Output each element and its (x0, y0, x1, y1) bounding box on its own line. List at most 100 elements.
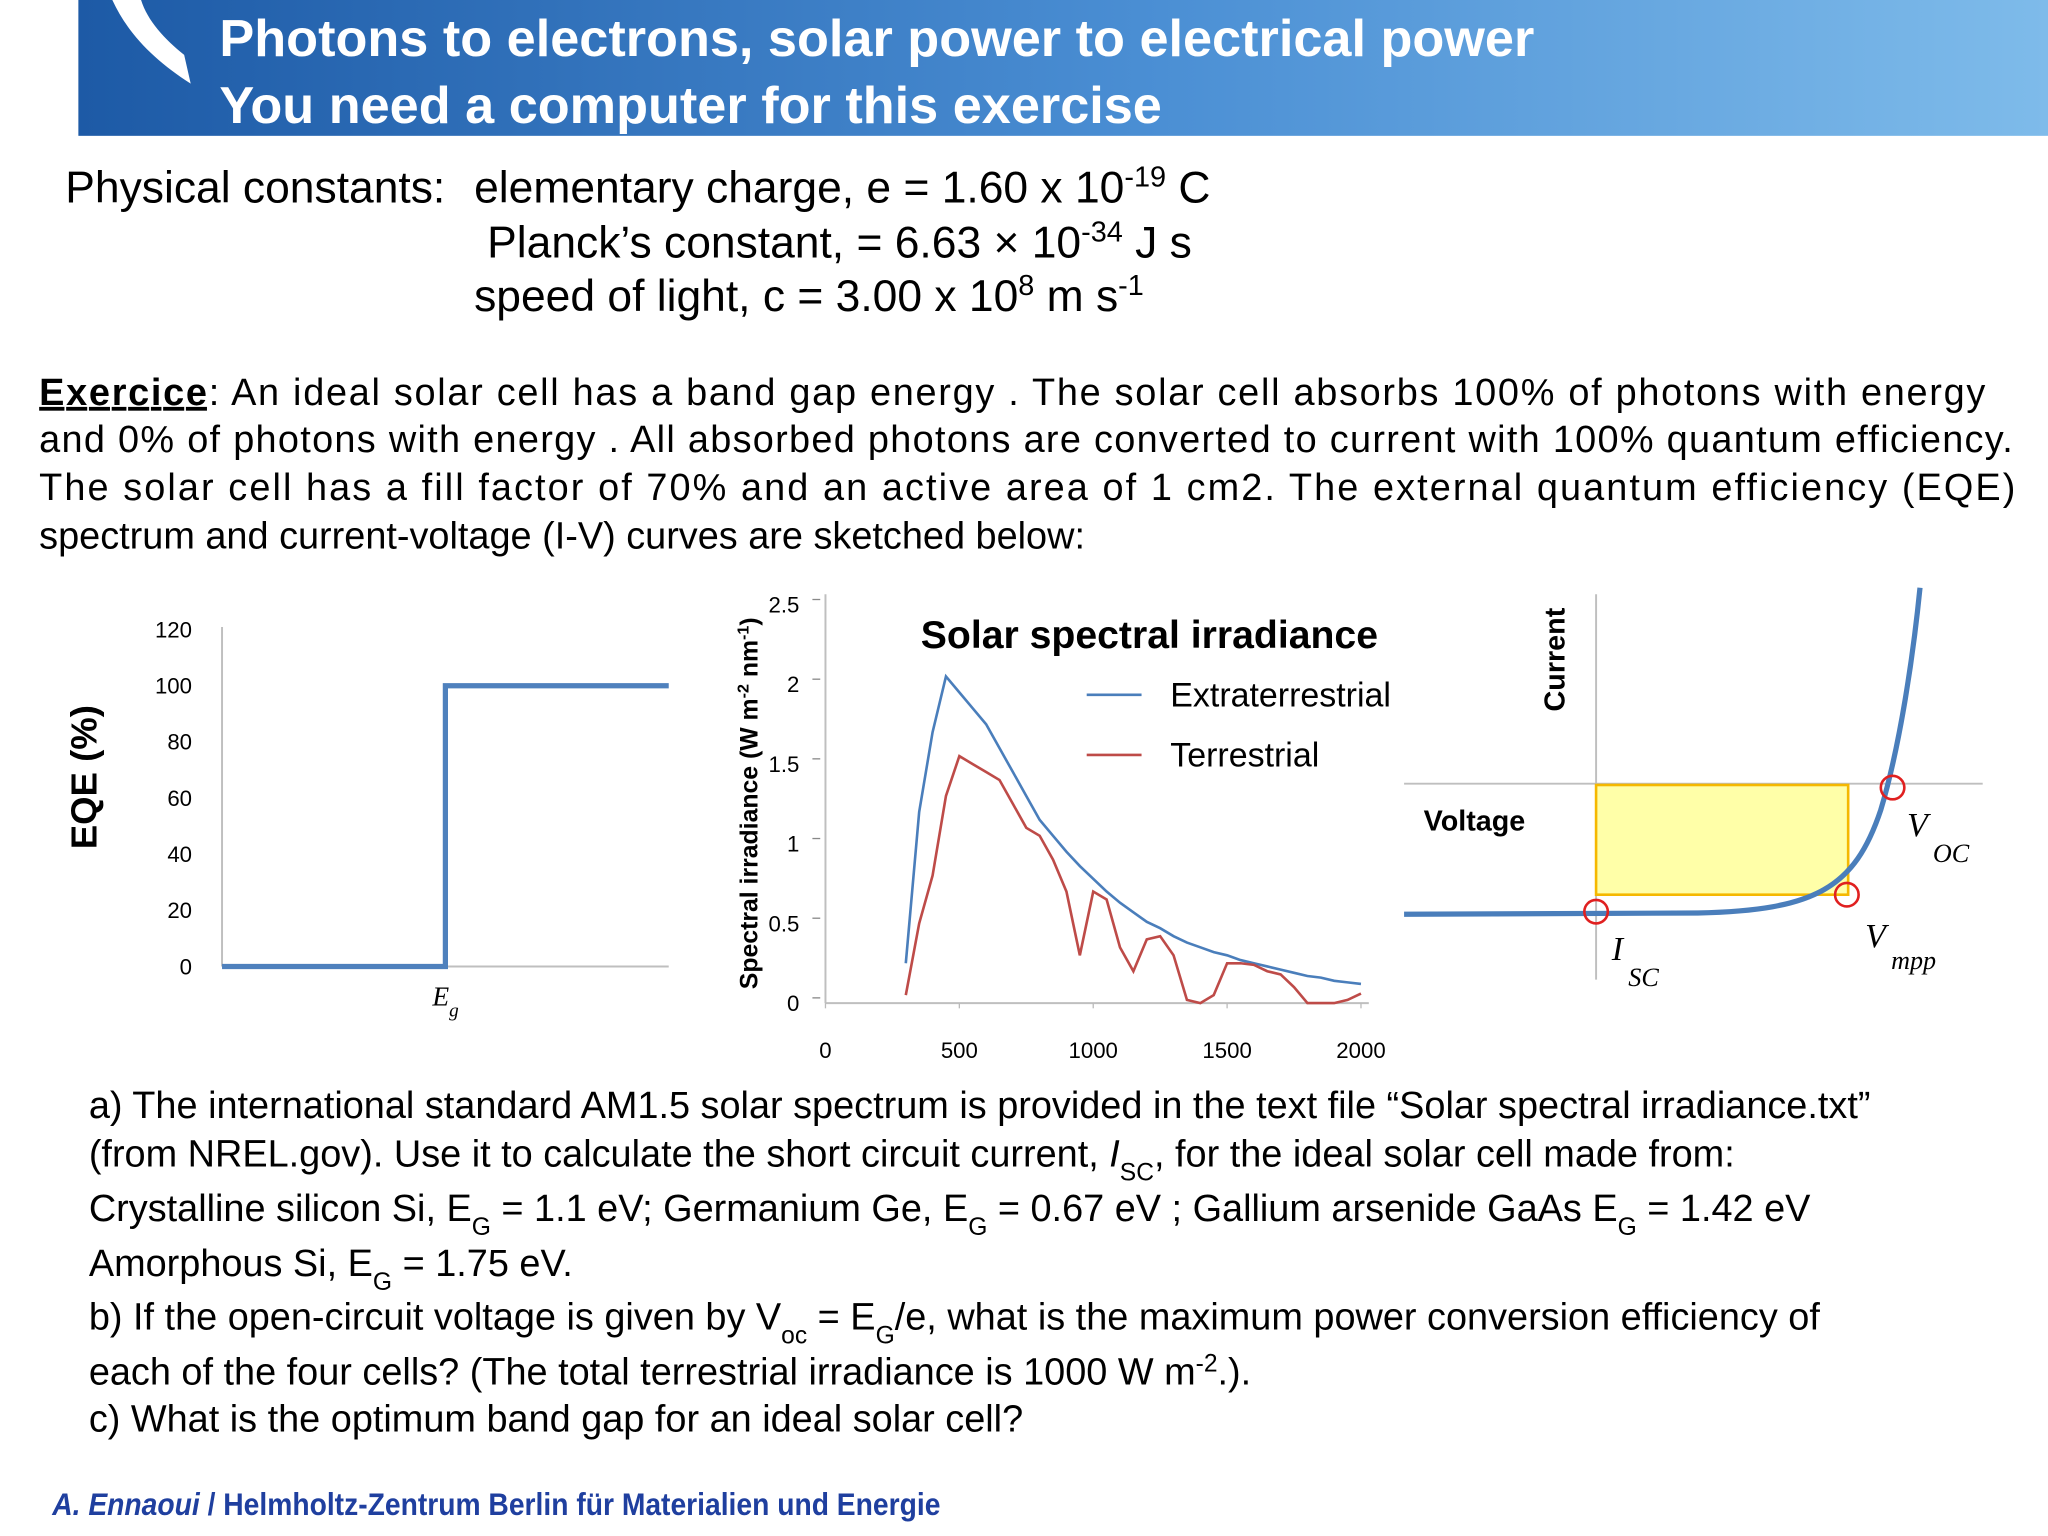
text-run: (from NREL.gov). Use it to calculate the… (89, 1133, 1109, 1175)
symbol: V (1865, 918, 1889, 955)
question-line: c) What is the optimum band gap for an i… (89, 1399, 1023, 1441)
y-tick-label: 0 (180, 954, 192, 979)
subscript: G (373, 1269, 392, 1296)
text-run: c) What is the optimum band gap for an i… (89, 1399, 1023, 1441)
y-tick-label: 1 (787, 832, 799, 857)
subscript: G (968, 1214, 987, 1241)
legend-label: Extraterrestrial (1170, 677, 1391, 715)
legend-label: Terrestrial (1170, 737, 1319, 775)
x-tick-label: 1000 (1069, 1038, 1118, 1063)
y-tick-label: 2 (787, 672, 799, 697)
x-tick-label: 2000 (1336, 1038, 1385, 1063)
voc-marker (1879, 774, 1906, 801)
constant-light: speed of light, c = 3.00 x 108 m s-1 (474, 270, 1144, 321)
italic-text: A. Ennaoui (51, 1487, 201, 1522)
constants-label: Physical constants: (65, 163, 445, 212)
text-run: C (1166, 163, 1210, 212)
y-tick-label: 60 (167, 786, 192, 811)
exercise-line: and 0% of photons with energy . All abso… (39, 419, 2013, 461)
symbol: I (1611, 931, 1625, 968)
exercise-line: Exercice: An ideal solar cell has a band… (39, 372, 1985, 414)
subscript: G (472, 1214, 491, 1241)
footer: A. Ennaoui / Helmholtz-Zentrum Berlin fü… (51, 1487, 940, 1522)
exercise-line: spectrum and current-voltage (I-V) curve… (39, 516, 1085, 558)
text-run: : An ideal solar cell has a band gap ene… (209, 372, 1986, 414)
text-run: Spectral irradiance (W m (737, 698, 764, 989)
x-tick-label: Eg (431, 982, 459, 1022)
superscript: 8 (1018, 270, 1034, 302)
question-line: a) The international standard AM1.5 sola… (89, 1085, 1871, 1127)
subscript: SC (1628, 963, 1659, 992)
text-run: m s (1034, 272, 1118, 321)
superscript: -34 (1081, 216, 1123, 248)
y-tick-label: 40 (167, 842, 192, 867)
constant-planck: Planck’s constant, = 6.63 × 10-34 J s (487, 216, 1192, 267)
header-logo-swoosh (112, 0, 191, 84)
text-run: b) If the open-circuit voltage is given … (89, 1297, 782, 1339)
x-tick-label: 1500 (1202, 1038, 1251, 1063)
underlined-text: Exercice (39, 372, 207, 414)
italic-text: I (1109, 1133, 1120, 1175)
subscript: G (1618, 1214, 1637, 1241)
x-tick-label: 0 (819, 1038, 831, 1063)
y-tick-label: 20 (167, 898, 192, 923)
y-tick-label: 1.5 (769, 752, 800, 777)
text-run: each of the four cells? (The total terre… (89, 1351, 1196, 1393)
eqe-chart: 0 20 40 60 80 100 120 EQE (%) Eg (64, 617, 669, 1021)
text-run: / Helmholtz-Zentrum Berlin für Materiali… (200, 1487, 941, 1522)
text-run: The solar cell has a fill factor of 70% … (39, 467, 2015, 509)
solar-chart: 0 0.5 1 1.5 2 2.5 0 500 1000 1500 2000 Spectral irr… (735, 593, 1391, 1063)
max-power-rectangle (1594, 783, 1850, 896)
text-run: Planck’s constant, = 6.63 × 10 (487, 218, 1081, 267)
text-run: /e, what is the maximum power conversion… (895, 1297, 1821, 1339)
iv-sketch: Current Voltage ISC VOC Vmpp (1404, 587, 1983, 992)
symbol: V (1907, 807, 1931, 844)
question-line: each of the four cells? (The total terre… (89, 1350, 1251, 1394)
mpp-marker (1833, 881, 1860, 908)
voc-label: VOC (1907, 807, 1970, 868)
text-run: = E (807, 1297, 875, 1339)
y-tick-label: 80 (167, 730, 192, 755)
superscript: -19 (1124, 161, 1166, 193)
header-subtitle: You need a computer for this exercise (219, 77, 1161, 135)
constant-charge: elementary charge, e = 1.60 x 10-19 C (474, 161, 1210, 212)
symbol: E (431, 982, 449, 1012)
y-axis-label: Spectral irradiance (W m-2 nm-1) (735, 617, 764, 989)
subscript: g (449, 1000, 459, 1021)
isc-marker (1583, 898, 1610, 925)
series-line (904, 673, 1362, 986)
y-tick-label: 0 (787, 991, 799, 1016)
vmpp-label: Vmpp (1865, 918, 1936, 975)
y-tick-label: 0.5 (769, 911, 800, 936)
y-axis-label: EQE (%) (64, 705, 105, 849)
header-band (78, 0, 2048, 136)
text-run: = 1.1 eV; Germanium Ge, E (491, 1188, 968, 1230)
text-run: elementary charge, e = 1.60 x 10 (474, 163, 1124, 212)
eqe-step-line (222, 683, 669, 970)
text-run: J s (1123, 218, 1192, 267)
header-title: Photons to electrons, solar power to ele… (219, 10, 1534, 68)
subscript: OC (1933, 839, 1970, 868)
x-tick-label: 500 (941, 1038, 978, 1063)
text-run: a) The international standard AM1.5 sola… (89, 1085, 1871, 1127)
question-line: (from NREL.gov). Use it to calculate the… (89, 1133, 1735, 1186)
voltage-label: Voltage (1424, 806, 1526, 838)
y-tick-label: 100 (155, 674, 192, 699)
text-run: speed of light, c = 3.00 x 10 (474, 272, 1018, 321)
question-line: Crystalline silicon Si, EG = 1.1 eV; Ger… (89, 1188, 1811, 1241)
text-run: Crystalline silicon Si, E (89, 1188, 472, 1230)
question-line: Amorphous Si, EG = 1.75 eV. (89, 1243, 573, 1296)
superscript: -1 (1118, 270, 1144, 302)
text-run: = 0.67 eV ; Gallium arsenide GaAs E (987, 1188, 1617, 1230)
text-run: = 1.75 eV. (392, 1243, 573, 1285)
isc-label: ISC (1611, 931, 1660, 992)
current-label: Current (1540, 607, 1572, 711)
subscript: oc (781, 1322, 807, 1349)
superscript: -2 (1196, 1350, 1218, 1377)
exercise-line: The solar cell has a fill factor of 70% … (39, 467, 2015, 509)
iv-curve (1404, 587, 1923, 917)
y-tick-label: 2.5 (769, 593, 800, 618)
superscript: -2 (735, 684, 753, 698)
